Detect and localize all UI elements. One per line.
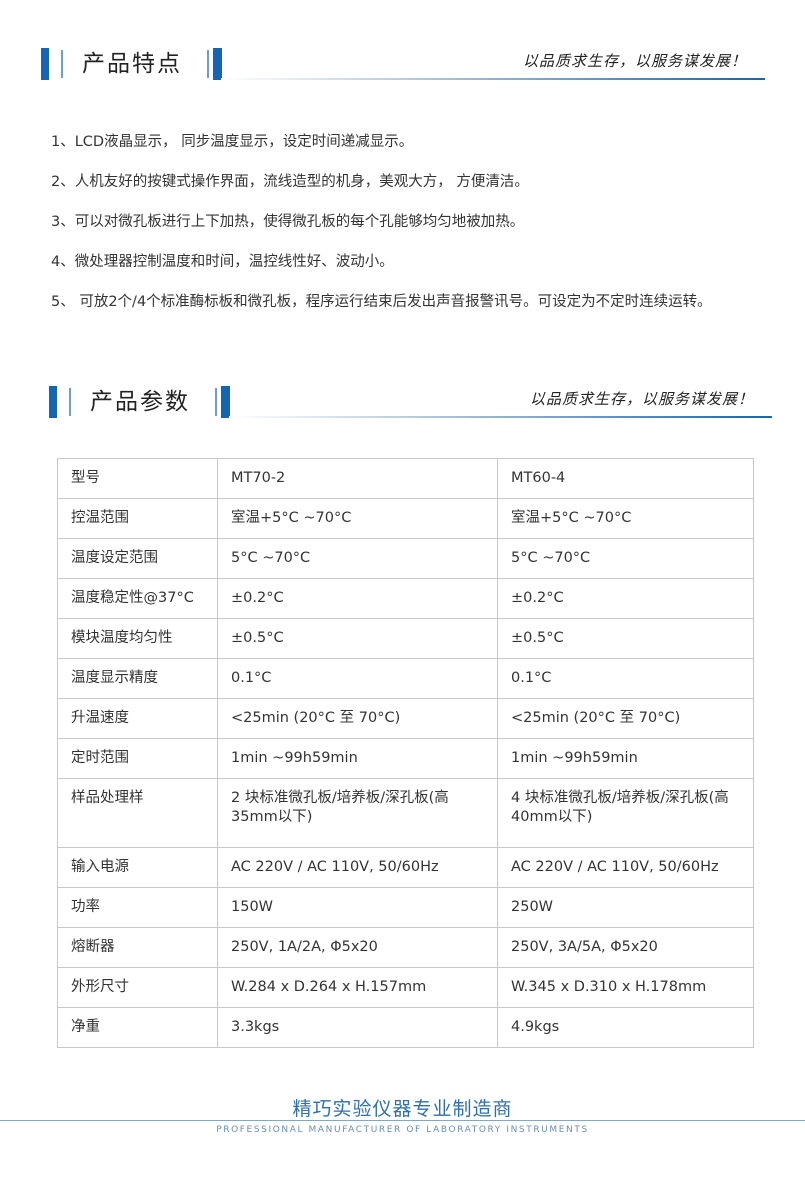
table-row: 温度设定范围 5°C ~70°C 5°C ~70°C — [57, 538, 754, 579]
spec-value: AC 220V / AC 110V, 50/60Hz — [497, 847, 754, 888]
spec-value: 2 块标准微孔板/培养板/深孔板(高35mm以下) — [217, 778, 498, 848]
spec-label: 样品处理样 — [57, 778, 218, 848]
spec-value: MT70-2 — [217, 458, 498, 499]
feature-item: 3、可以对微孔板进行上下加热，使得微孔板的每个孔能够均匀地被加热。 — [51, 214, 525, 230]
footer-tagline-en: PROFESSIONAL MANUFACTURER OF LABORATORY … — [216, 1125, 589, 1135]
header-bar — [49, 386, 57, 418]
header-divider — [215, 388, 217, 416]
feature-item: 2、人机友好的按键式操作界面，流线造型的机身，美观大方， 方便清洁。 — [51, 174, 529, 190]
table-row: 定时范围 1min ~99h59min 1min ~99h59min — [57, 738, 754, 779]
feature-item: 1、LCD液晶显示， 同步温度显示，设定时间递减显示。 — [51, 134, 414, 150]
spec-value: 1min ~99h59min — [217, 738, 498, 779]
spec-label: 模块温度均匀性 — [57, 618, 218, 659]
spec-value: 4.9kgs — [497, 1007, 754, 1048]
spec-value: ±0.2°C — [497, 578, 754, 619]
table-row: 温度稳定性@37°C ±0.2°C ±0.2°C — [57, 578, 754, 619]
spec-value: ±0.2°C — [217, 578, 498, 619]
spec-label: 定时范围 — [57, 738, 218, 779]
spec-value: W.284 x D.264 x H.157mm — [217, 967, 498, 1008]
header-divider — [207, 50, 209, 78]
spec-value: <25min (20°C 至 70°C) — [497, 698, 754, 739]
feature-item: 5、 可放2个/4个标准酶标板和微孔板，程序运行结束后发出声音报警讯号。可设定为… — [51, 294, 712, 310]
spec-value: W.345 x D.310 x H.178mm — [497, 967, 754, 1008]
spec-label: 控温范围 — [57, 498, 218, 539]
spec-label: 净重 — [57, 1007, 218, 1048]
spec-value: 0.1°C — [217, 658, 498, 699]
header-divider — [69, 388, 71, 416]
spec-value: MT60-4 — [497, 458, 754, 499]
table-row: 升温速度 <25min (20°C 至 70°C) <25min (20°C 至 7… — [57, 698, 754, 739]
spec-value: AC 220V / AC 110V, 50/60Hz — [217, 847, 498, 888]
spec-value: 室温+5°C ~70°C — [217, 498, 498, 539]
spec-label: 功率 — [57, 887, 218, 928]
section-header-params: 产品参数 以品质求生存，以服务谋发展！ — [49, 386, 772, 418]
spec-table: 型号 MT70-2 MT60-4 控温范围 室温+5°C ~70°C 室温+5°C ~70… — [57, 458, 754, 1048]
table-row: 模块温度均匀性 ±0.5°C ±0.5°C — [57, 618, 754, 659]
table-row: 净重 3.3kgs 4.9kgs — [57, 1007, 754, 1048]
feature-item: 4、微处理器控制温度和时间，温控线性好、波动小。 — [51, 254, 394, 270]
spec-value: 250W — [497, 887, 754, 928]
spec-value: ±0.5°C — [217, 618, 498, 659]
footer-tagline: 精巧实验仪器专业制造商 — [292, 1098, 513, 1120]
spec-value: <25min (20°C 至 70°C) — [217, 698, 498, 739]
section-title: 产品特点 — [82, 51, 182, 77]
table-row: 输入电源 AC 220V / AC 110V, 50/60Hz AC 220V / … — [57, 847, 754, 888]
spec-value: 5°C ~70°C — [217, 538, 498, 579]
table-row: 样品处理样 2 块标准微孔板/培养板/深孔板(高35mm以下) 4 块标准微孔板/培… — [57, 778, 754, 848]
spec-label: 温度设定范围 — [57, 538, 218, 579]
spec-value: 室温+5°C ~70°C — [497, 498, 754, 539]
header-bar — [213, 48, 222, 80]
spec-label: 升温速度 — [57, 698, 218, 739]
slogan: 以品质求生存，以服务谋发展！ — [529, 390, 754, 408]
feature-list: 1、LCD液晶显示， 同步温度显示，设定时间递减显示。 2、人机友好的按键式操作界… — [51, 122, 751, 322]
header-bar — [221, 386, 230, 418]
spec-label: 输入电源 — [57, 847, 218, 888]
spec-label: 温度稳定性@37°C — [57, 578, 218, 619]
table-row: 控温范围 室温+5°C ~70°C 室温+5°C ~70°C — [57, 498, 754, 539]
spec-value: 5°C ~70°C — [497, 538, 754, 579]
spec-value: 4 块标准微孔板/培养板/深孔板(高40mm以下) — [497, 778, 754, 848]
section-header-features: 产品特点 以品质求生存，以服务谋发展！ — [41, 48, 765, 80]
spec-value: ±0.5°C — [497, 618, 754, 659]
table-row: 外形尺寸 W.284 x D.264 x H.157mm W.345 x D.310… — [57, 967, 754, 1008]
spec-label: 型号 — [57, 458, 218, 499]
spec-label: 熔断器 — [57, 927, 218, 968]
slogan: 以品质求生存，以服务谋发展！ — [522, 52, 747, 70]
table-row: 型号 MT70-2 MT60-4 — [57, 458, 754, 499]
spec-value: 250V, 1A/2A, Φ5x20 — [217, 927, 498, 968]
header-bar — [41, 48, 49, 80]
spec-label: 温度显示精度 — [57, 658, 218, 699]
footer-divider — [0, 1120, 805, 1121]
table-row: 熔断器 250V, 1A/2A, Φ5x20 250V, 3A/5A, Φ5x20 — [57, 927, 754, 968]
spec-value: 0.1°C — [497, 658, 754, 699]
spec-value: 150W — [217, 887, 498, 928]
section-title: 产品参数 — [90, 389, 190, 415]
header-underline — [221, 78, 765, 80]
table-row: 温度显示精度 0.1°C 0.1°C — [57, 658, 754, 699]
header-divider — [61, 50, 63, 78]
table-row: 功率 150W 250W — [57, 887, 754, 928]
header-underline — [229, 416, 772, 418]
spec-value: 3.3kgs — [217, 1007, 498, 1048]
spec-value: 250V, 3A/5A, Φ5x20 — [497, 927, 754, 968]
spec-value: 1min ~99h59min — [497, 738, 754, 779]
spec-label: 外形尺寸 — [57, 967, 218, 1008]
